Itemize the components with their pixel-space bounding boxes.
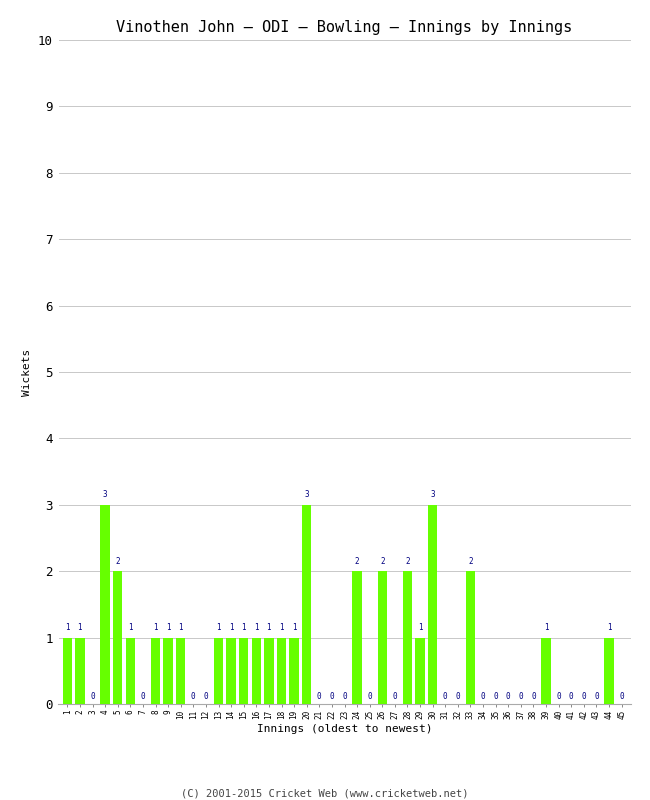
- Text: 0: 0: [506, 692, 511, 702]
- Text: 1: 1: [166, 623, 170, 632]
- Text: 1: 1: [254, 623, 259, 632]
- Bar: [302, 505, 311, 704]
- Text: 0: 0: [481, 692, 486, 702]
- Text: 3: 3: [430, 490, 435, 499]
- Text: 1: 1: [266, 623, 271, 632]
- Text: 2: 2: [380, 557, 385, 566]
- Text: 0: 0: [330, 692, 334, 702]
- Bar: [75, 638, 84, 704]
- Text: 1: 1: [178, 623, 183, 632]
- Text: 1: 1: [65, 623, 70, 632]
- Text: 0: 0: [619, 692, 624, 702]
- Text: 1: 1: [418, 623, 422, 632]
- Text: 0: 0: [493, 692, 498, 702]
- Text: 1: 1: [128, 623, 133, 632]
- Text: 0: 0: [582, 692, 586, 702]
- Bar: [352, 571, 362, 704]
- Bar: [100, 505, 110, 704]
- Bar: [277, 638, 286, 704]
- Y-axis label: Wickets: Wickets: [22, 348, 32, 396]
- Bar: [163, 638, 173, 704]
- X-axis label: Innings (oldest to newest): Innings (oldest to newest): [257, 724, 432, 734]
- Bar: [264, 638, 274, 704]
- Text: 0: 0: [342, 692, 347, 702]
- Bar: [428, 505, 437, 704]
- Text: 0: 0: [569, 692, 573, 702]
- Bar: [252, 638, 261, 704]
- Text: 1: 1: [544, 623, 549, 632]
- Bar: [466, 571, 475, 704]
- Text: 1: 1: [77, 623, 83, 632]
- Text: 0: 0: [393, 692, 397, 702]
- Bar: [403, 571, 412, 704]
- Text: (C) 2001-2015 Cricket Web (www.cricketweb.net): (C) 2001-2015 Cricket Web (www.cricketwe…: [181, 788, 469, 798]
- Text: 0: 0: [456, 692, 460, 702]
- Text: 2: 2: [405, 557, 410, 566]
- Text: 2: 2: [355, 557, 359, 566]
- Bar: [125, 638, 135, 704]
- Bar: [176, 638, 185, 704]
- Bar: [239, 638, 248, 704]
- Text: 0: 0: [317, 692, 322, 702]
- Text: 0: 0: [531, 692, 536, 702]
- Text: 2: 2: [116, 557, 120, 566]
- Text: 3: 3: [304, 490, 309, 499]
- Text: 1: 1: [606, 623, 612, 632]
- Text: 0: 0: [594, 692, 599, 702]
- Text: 0: 0: [367, 692, 372, 702]
- Bar: [604, 638, 614, 704]
- Text: 1: 1: [216, 623, 221, 632]
- Text: 1: 1: [153, 623, 158, 632]
- Bar: [541, 638, 551, 704]
- Text: 0: 0: [191, 692, 196, 702]
- Text: 1: 1: [292, 623, 296, 632]
- Bar: [113, 571, 122, 704]
- Bar: [378, 571, 387, 704]
- Bar: [289, 638, 299, 704]
- Bar: [214, 638, 223, 704]
- Bar: [226, 638, 236, 704]
- Text: 0: 0: [90, 692, 95, 702]
- Bar: [151, 638, 161, 704]
- Bar: [415, 638, 425, 704]
- Bar: [62, 638, 72, 704]
- Text: 1: 1: [241, 623, 246, 632]
- Text: 0: 0: [556, 692, 561, 702]
- Text: 0: 0: [203, 692, 208, 702]
- Text: 0: 0: [519, 692, 523, 702]
- Title: Vinothen John – ODI – Bowling – Innings by Innings: Vinothen John – ODI – Bowling – Innings …: [116, 20, 573, 34]
- Text: 1: 1: [229, 623, 233, 632]
- Text: 2: 2: [468, 557, 473, 566]
- Text: 0: 0: [443, 692, 448, 702]
- Text: 0: 0: [140, 692, 145, 702]
- Text: 1: 1: [280, 623, 284, 632]
- Text: 3: 3: [103, 490, 107, 499]
